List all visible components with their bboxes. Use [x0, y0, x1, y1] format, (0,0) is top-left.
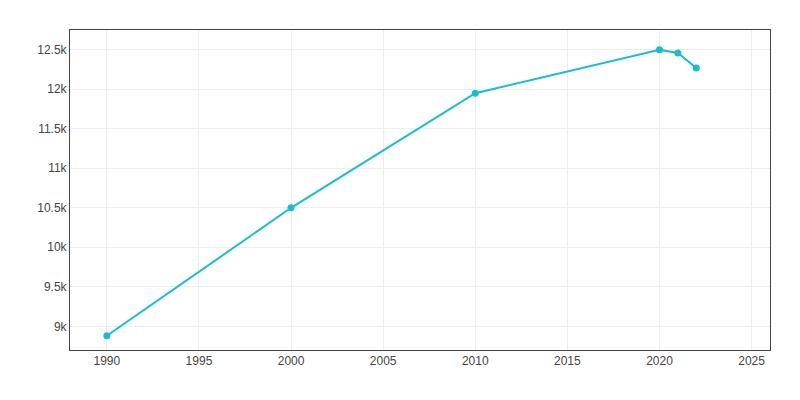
- svg-text:11k: 11k: [48, 161, 67, 175]
- svg-text:2000: 2000: [278, 354, 305, 368]
- svg-text:11.5k: 11.5k: [38, 122, 67, 136]
- svg-text:9.5k: 9.5k: [44, 280, 68, 294]
- svg-text:1990: 1990: [93, 354, 120, 368]
- svg-text:10.5k: 10.5k: [37, 201, 67, 215]
- svg-text:2020: 2020: [646, 354, 673, 368]
- svg-text:12.5k: 12.5k: [37, 43, 67, 57]
- svg-text:10k: 10k: [47, 240, 67, 254]
- svg-text:2015: 2015: [554, 354, 581, 368]
- svg-text:9k: 9k: [54, 320, 68, 334]
- svg-text:2010: 2010: [462, 354, 489, 368]
- svg-text:1995: 1995: [186, 354, 213, 368]
- svg-text:12k: 12k: [47, 82, 67, 96]
- svg-text:2025: 2025: [738, 354, 765, 368]
- svg-text:2005: 2005: [370, 354, 397, 368]
